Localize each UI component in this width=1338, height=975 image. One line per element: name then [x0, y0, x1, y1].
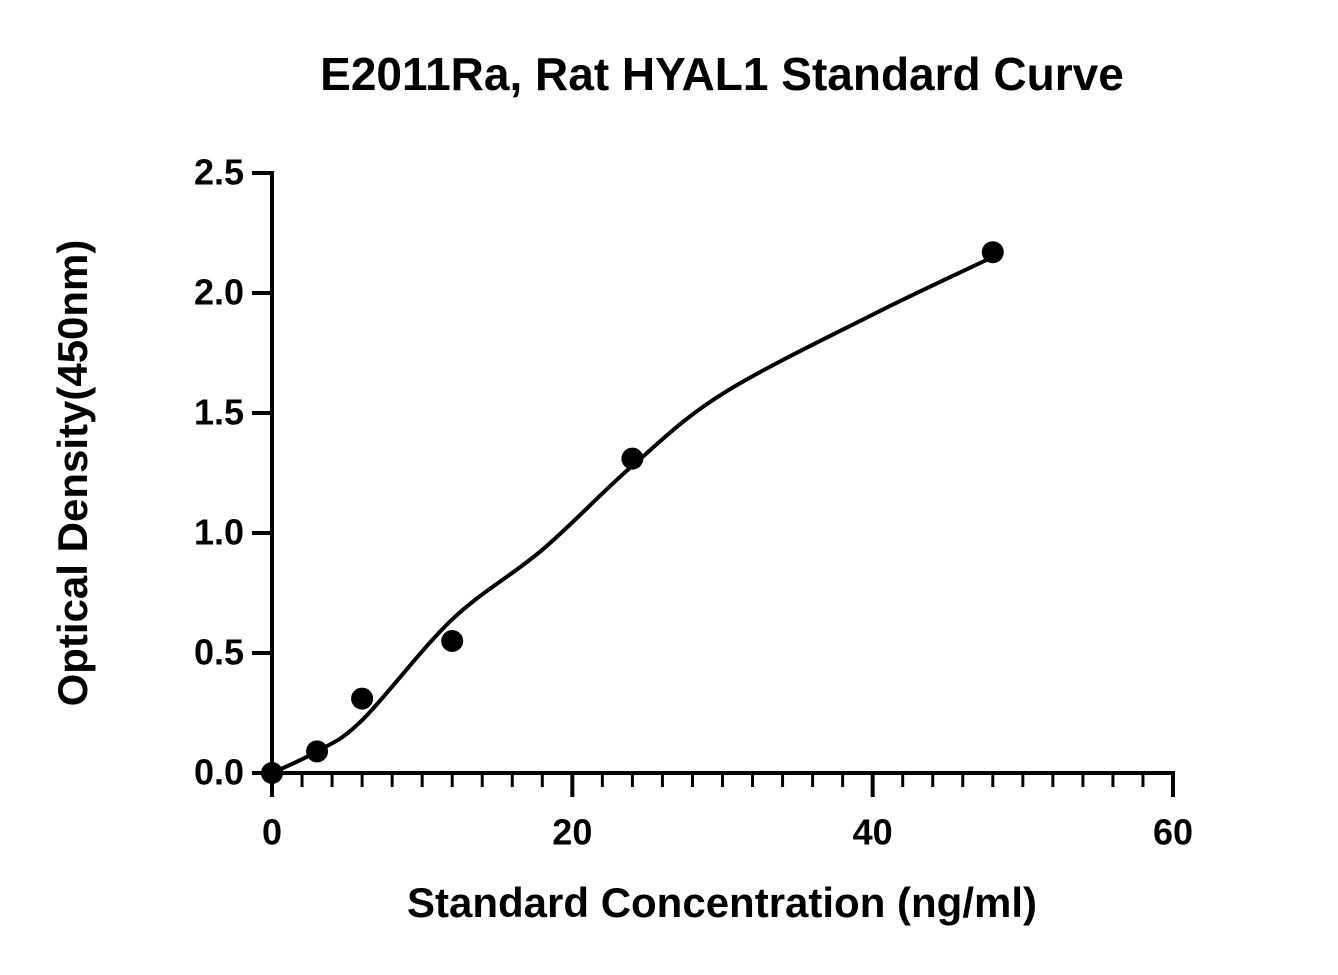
data-point — [621, 447, 644, 470]
data-point — [306, 740, 329, 763]
fit-curve — [271, 255, 994, 775]
y-tick-label: 2.0 — [194, 272, 244, 313]
y-tick-label: 1.5 — [194, 392, 244, 433]
x-tick-label: 40 — [853, 812, 893, 853]
data-point — [351, 687, 374, 710]
x-axis-label: Standard Concentration (ng/ml) — [407, 879, 1037, 926]
y-tick-label: 0.5 — [194, 632, 244, 673]
y-tick-label: 1.0 — [194, 512, 244, 553]
data-point — [981, 241, 1004, 264]
y-tick-label: 0.0 — [194, 752, 244, 793]
y-axis-label: Optical Density(450nm) — [49, 240, 96, 707]
x-tick-label: 20 — [552, 812, 592, 853]
chart-title: E2011Ra, Rat HYAL1 Standard Curve — [320, 48, 1124, 100]
data-point — [441, 630, 464, 652]
y-tick-label: 2.5 — [194, 152, 244, 193]
x-tick-label: 60 — [1153, 812, 1193, 853]
x-tick-label: 0 — [262, 812, 282, 853]
data-point — [261, 762, 283, 784]
